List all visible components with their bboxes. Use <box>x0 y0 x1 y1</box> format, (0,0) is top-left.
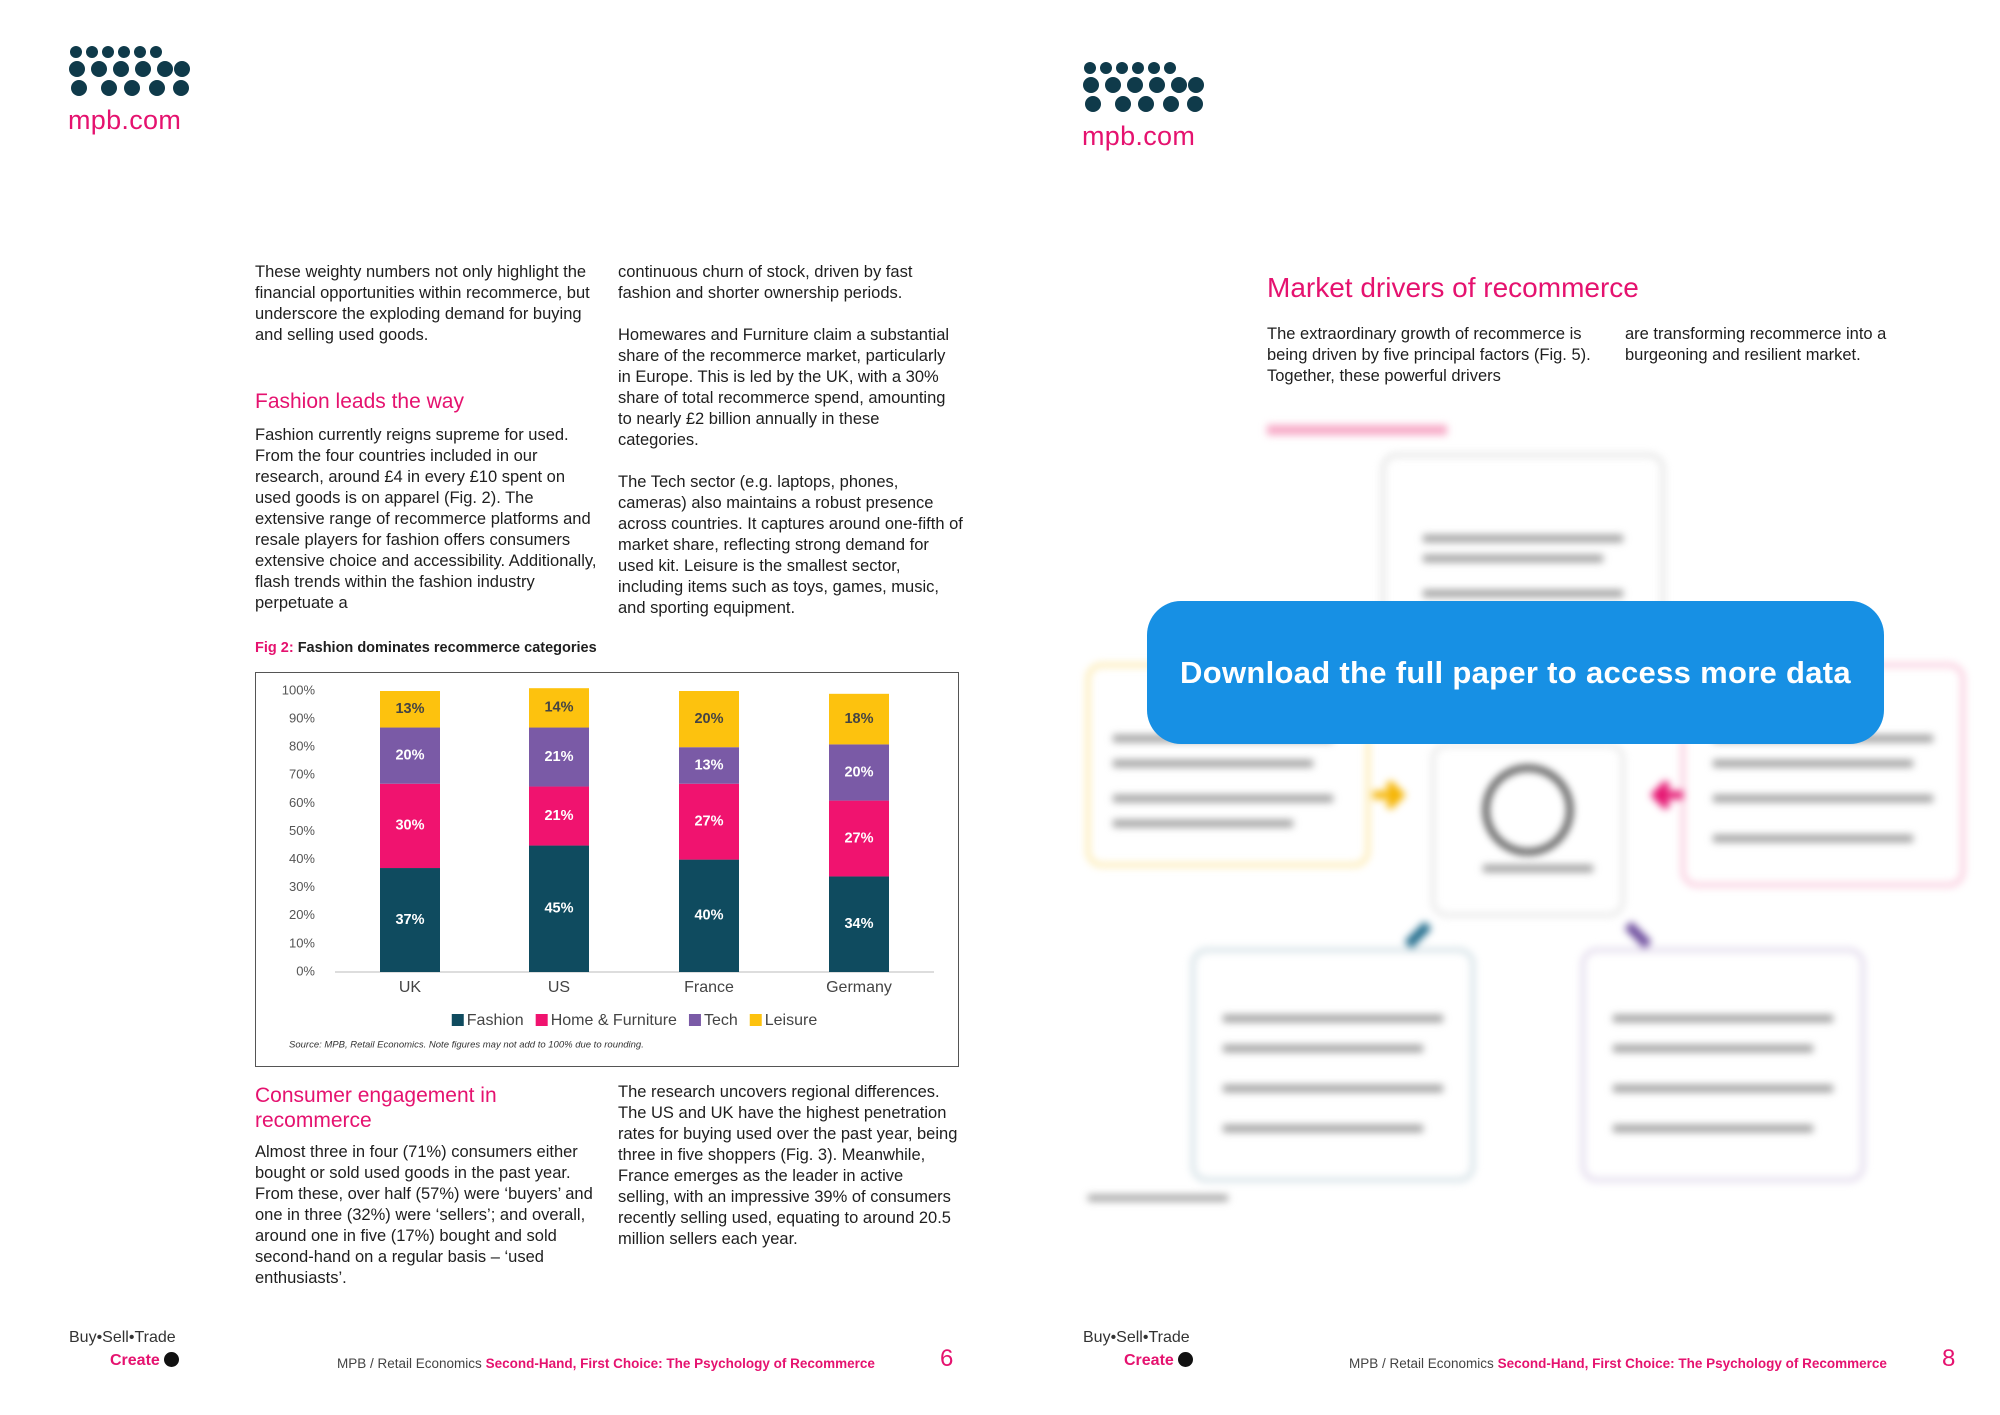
footer-create: Create <box>1124 1352 1194 1370</box>
logo-text: mpb.com <box>1082 121 1196 151</box>
blurred-caption <box>1267 425 1447 435</box>
y-tick-label: 30% <box>289 879 315 894</box>
page-number: 6 <box>940 1345 954 1372</box>
footer-tagline: Buy•Sell•Trade <box>69 1329 176 1346</box>
y-tick-label: 60% <box>289 795 315 810</box>
heading: Fashion leads the way <box>255 390 464 413</box>
value-label: 40% <box>694 908 723 924</box>
footer-create-text: Create <box>110 1352 160 1369</box>
paragraph: continuous churn of stock, driven by fas… <box>618 263 913 302</box>
paragraph: The research uncovers regional differenc… <box>618 1083 958 1248</box>
footer-title: Second-Hand, First Choice: The Psycholog… <box>1497 1356 1887 1371</box>
bar-segment <box>829 693 889 745</box>
bar-segment <box>679 859 739 972</box>
bar-segment <box>529 845 589 972</box>
y-tick-label: 80% <box>289 739 315 754</box>
legend-swatch <box>535 1014 548 1026</box>
footer-create-text: Create <box>1124 1352 1174 1369</box>
bar-segment <box>529 786 589 846</box>
bar-segment <box>380 868 440 972</box>
y-tick-label: 70% <box>289 767 315 782</box>
legend-label: Home & Furniture <box>551 1012 677 1029</box>
value-label: 37% <box>395 912 424 928</box>
x-tick-label: Germany <box>826 979 892 996</box>
download-button[interactable]: Download the full paper to access more d… <box>1147 601 1884 744</box>
value-label: 45% <box>544 901 573 917</box>
bar-segment <box>380 727 440 784</box>
bar-segment <box>829 800 889 877</box>
y-tick-label: 10% <box>289 935 315 950</box>
footer-tagline: Buy•Sell•Trade <box>1083 1329 1190 1346</box>
bar-segment <box>829 744 889 801</box>
heading: Consumer engagement in recommerce <box>255 1084 497 1132</box>
footer-publisher: MPB / Retail Economics <box>1349 1356 1494 1371</box>
bar-segment <box>380 691 440 728</box>
dot <box>1178 1352 1194 1367</box>
logo-text: mpb.com <box>68 105 182 135</box>
figure-label: Fig 2: <box>255 640 294 656</box>
bar-segment <box>679 747 739 784</box>
value-label: 14% <box>544 700 573 716</box>
bar-segment <box>529 727 589 787</box>
value-label: 18% <box>844 711 873 727</box>
y-tick-label: 90% <box>289 711 315 726</box>
logo-mark <box>1083 62 1204 112</box>
value-label: 34% <box>844 916 873 932</box>
footer-title: Second-Hand, First Choice: The Psycholog… <box>485 1356 875 1371</box>
chart-source: Source: MPB, Retail Economics. Note figu… <box>289 1040 644 1051</box>
paragraph: Almost three in four (71%) consumers eit… <box>255 1143 593 1287</box>
paragraph: The extraordinary growth of recommerce i… <box>1267 325 1591 385</box>
value-label: 27% <box>844 830 873 846</box>
value-label: 20% <box>844 764 873 780</box>
paragraph: The Tech sector (e.g. laptops, phones, c… <box>618 473 963 617</box>
y-tick-label: 50% <box>289 823 315 838</box>
footer-text: MPB / Retail Economics Second-Hand, Firs… <box>337 1356 875 1371</box>
y-tick-label: 100% <box>282 682 316 697</box>
x-tick-label: US <box>548 979 570 996</box>
page-title: Market drivers of recommerce <box>1267 272 1639 303</box>
blurred-diagram <box>1086 425 1965 1201</box>
y-tick-label: 20% <box>289 907 315 922</box>
footer-publisher: MPB / Retail Economics <box>337 1356 482 1371</box>
value-label: 27% <box>694 813 723 829</box>
y-tick-label: 0% <box>296 963 315 978</box>
value-label: 20% <box>395 747 424 763</box>
bar-segment <box>679 691 739 748</box>
chart: 0% 10% 20% 30% 40% 50% 60% 70% 80% 90% 100% 37% 30% 2… <box>255 672 959 1067</box>
paragraph: are transforming recommerce into a burge… <box>1625 325 1887 364</box>
bar-segment <box>679 783 739 860</box>
value-label: 13% <box>395 701 424 717</box>
page-number: 8 <box>1942 1345 1956 1372</box>
value-label: 21% <box>544 749 573 765</box>
footer-text: MPB / Retail Economics Second-Hand, Firs… <box>1349 1356 1887 1371</box>
paragraph: These weighty numbers not only highlight… <box>255 263 590 344</box>
bar-segment <box>529 688 589 728</box>
value-label: 20% <box>694 711 723 727</box>
x-tick-label: France <box>684 979 734 996</box>
logo-mark <box>69 46 190 96</box>
legend-label: Fashion <box>467 1012 524 1029</box>
legend-label: Leisure <box>765 1012 818 1029</box>
figure-title: Fashion dominates recommerce categories <box>297 640 597 656</box>
dot <box>164 1352 180 1367</box>
value-label: 13% <box>694 757 723 773</box>
paragraph: Homewares and Furniture claim a substant… <box>618 326 950 449</box>
value-label: 30% <box>395 818 424 834</box>
bar-segment <box>380 783 440 869</box>
legend-swatch <box>749 1014 762 1026</box>
figure-caption: Fig 2: Fashion dominates recommerce cate… <box>255 640 597 656</box>
x-tick-label: UK <box>399 979 422 996</box>
y-tick-label: 40% <box>289 851 315 866</box>
legend-swatch <box>451 1014 464 1026</box>
value-label: 21% <box>544 808 573 824</box>
bar-segment <box>829 876 889 972</box>
paragraph: Fashion currently reigns supreme for use… <box>255 426 597 612</box>
legend-label: Tech <box>704 1012 738 1029</box>
legend-swatch <box>688 1014 701 1026</box>
footer-create: Create <box>110 1352 180 1370</box>
